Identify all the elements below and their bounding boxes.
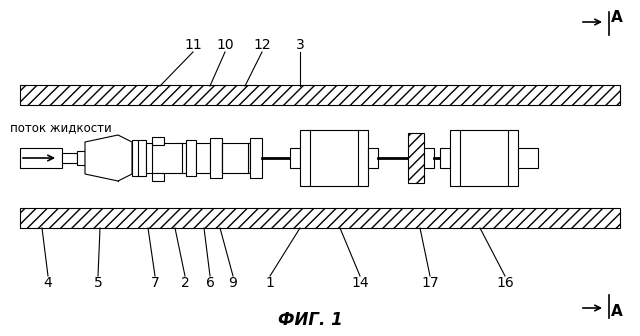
Bar bbox=[152, 173, 164, 181]
Text: 10: 10 bbox=[216, 38, 234, 52]
Bar bbox=[20, 148, 62, 168]
Bar bbox=[196, 143, 210, 173]
Text: 14: 14 bbox=[351, 276, 369, 290]
Text: 7: 7 bbox=[150, 276, 159, 290]
Bar bbox=[440, 148, 450, 168]
Bar bbox=[20, 208, 620, 228]
Bar bbox=[368, 148, 378, 168]
Bar bbox=[300, 130, 368, 186]
Bar bbox=[290, 148, 300, 168]
Bar bbox=[146, 143, 186, 173]
Text: поток жидкости: поток жидкости bbox=[10, 122, 112, 134]
Text: 3: 3 bbox=[296, 38, 305, 52]
Bar bbox=[20, 85, 620, 105]
Bar bbox=[250, 138, 262, 178]
Text: 11: 11 bbox=[184, 38, 202, 52]
Bar bbox=[518, 148, 538, 168]
Text: 6: 6 bbox=[205, 276, 214, 290]
Bar bbox=[62, 153, 77, 163]
Bar bbox=[152, 137, 164, 145]
Text: 5: 5 bbox=[93, 276, 102, 290]
Bar bbox=[450, 130, 518, 186]
Bar bbox=[132, 140, 146, 176]
Bar bbox=[222, 143, 250, 173]
Bar bbox=[210, 138, 222, 178]
Text: A: A bbox=[611, 10, 623, 26]
Text: 2: 2 bbox=[180, 276, 189, 290]
Text: 16: 16 bbox=[496, 276, 514, 290]
Text: 17: 17 bbox=[421, 276, 439, 290]
Bar bbox=[77, 151, 85, 165]
Text: ФИГ. 1: ФИГ. 1 bbox=[278, 311, 342, 329]
Text: 1: 1 bbox=[266, 276, 275, 290]
Bar bbox=[408, 133, 424, 183]
Text: 9: 9 bbox=[228, 276, 237, 290]
Text: A: A bbox=[611, 304, 623, 320]
Text: 12: 12 bbox=[253, 38, 271, 52]
Bar bbox=[424, 148, 434, 168]
Text: 4: 4 bbox=[44, 276, 52, 290]
Bar bbox=[186, 140, 196, 176]
Polygon shape bbox=[85, 135, 132, 181]
